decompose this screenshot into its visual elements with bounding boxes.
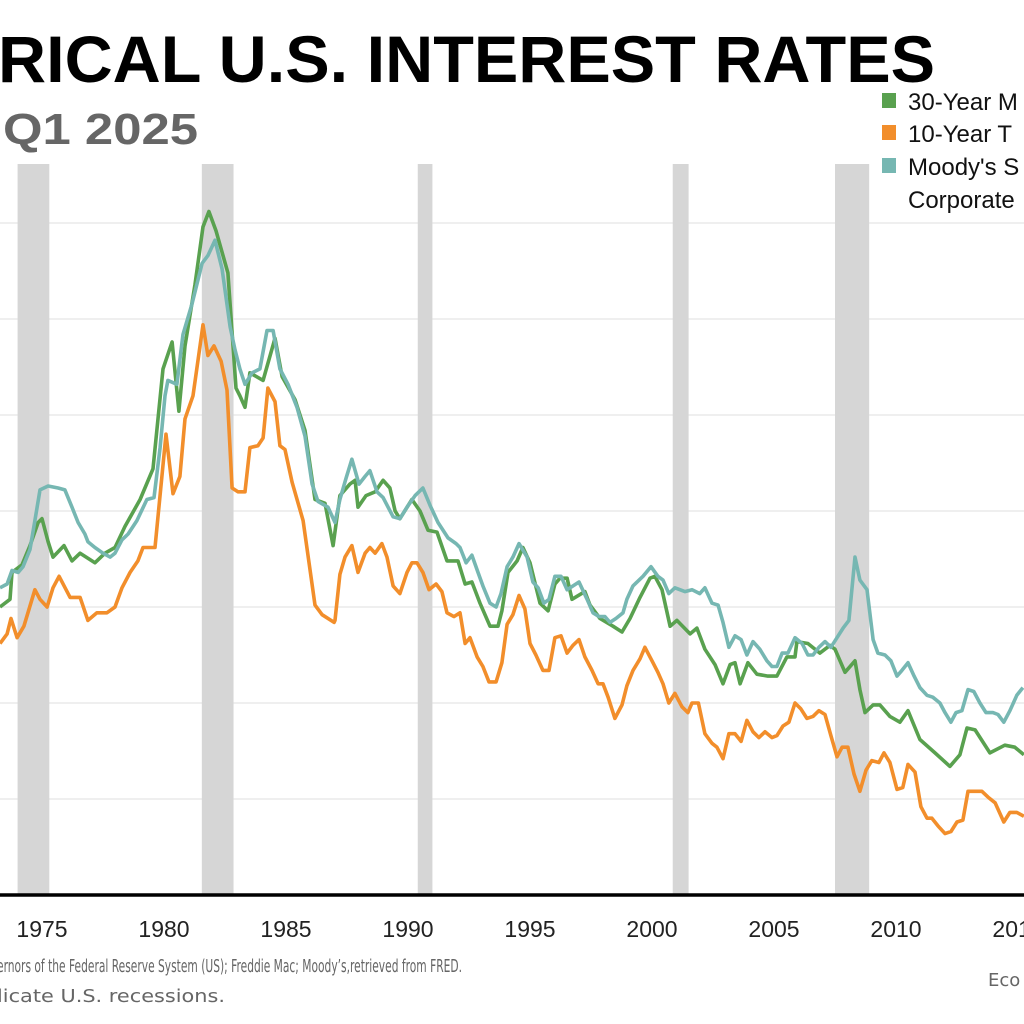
series-lines — [0, 209, 1024, 836]
credit-text: Eco — [988, 970, 1020, 991]
x-tick-label: 2005 — [748, 916, 799, 942]
legend-label-moodys-line2: Corporate — [908, 187, 1015, 214]
gridlines — [0, 222, 1024, 800]
recession-note: licate U.S. recessions. — [0, 986, 225, 1007]
x-tick-label: 2000 — [626, 916, 677, 942]
recession-band — [417, 164, 433, 895]
legend-label-moodys: Moody's S — [908, 154, 1019, 181]
legend-swatch-moodys — [882, 158, 896, 173]
x-tick-label: 2015 — [992, 916, 1024, 942]
chart-title: RICAL U.S. INTEREST RATES — [0, 22, 935, 96]
chart-subtitle: Q1 2025 — [3, 105, 198, 154]
legend: 30-Year M 10-Year T Moody's S Corporate — [882, 89, 1019, 214]
legend-swatch-mortgage — [882, 93, 896, 108]
legend-label-mortgage: 30-Year M — [908, 89, 1018, 116]
series-line-treasury — [0, 323, 1024, 836]
legend-swatch-treasury — [882, 125, 896, 140]
legend-label-treasury: 10-Year T — [908, 121, 1012, 148]
x-tick-label: 2010 — [870, 916, 921, 942]
x-tick-label: 1985 — [260, 916, 311, 942]
x-axis-ticks: 1975 1980 1985 1990 1995 2000 2005 2010 2015 — [16, 916, 1024, 942]
series-line-moodys — [0, 238, 1024, 724]
recession-band — [672, 164, 689, 895]
x-tick-label: 1990 — [382, 916, 433, 942]
x-tick-label: 1975 — [16, 916, 67, 942]
x-tick-label: 1980 — [138, 916, 189, 942]
x-tick-label: 1995 — [504, 916, 555, 942]
source-note: ernors of the Federal Reserve System (US… — [0, 956, 462, 977]
recession-band — [835, 164, 870, 895]
